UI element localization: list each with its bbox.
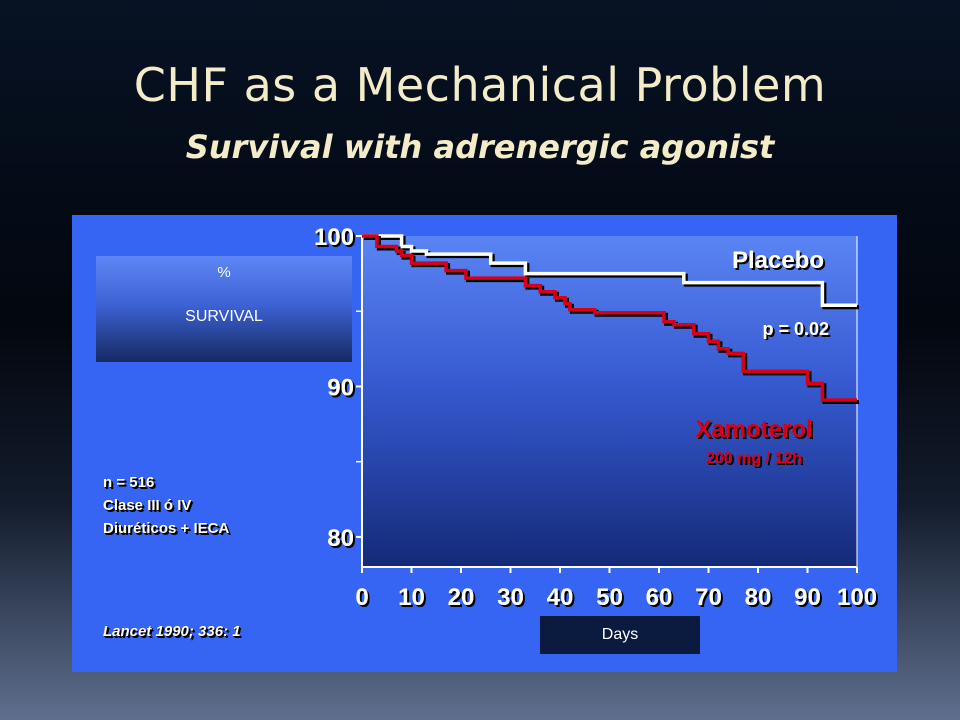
x-tick-label: 40 <box>547 584 574 611</box>
slide-title: CHF as a Mechanical Problem <box>133 58 827 112</box>
x-tick-label: 10 <box>398 584 425 611</box>
percent-symbol: % <box>217 264 231 281</box>
x-tick-label: 30 <box>497 584 524 611</box>
x-tick-label: 0 <box>355 584 368 611</box>
citation: Lancet 1990; 336: 1 <box>103 623 241 640</box>
x-tick-label: 80 <box>745 584 772 611</box>
x-axis-label: Days <box>601 626 639 643</box>
p-value-label: p = 0.02 <box>762 319 829 339</box>
note-class: Clase III ó IV <box>103 497 192 514</box>
y-tick-label: 90 <box>327 374 354 401</box>
plot-area <box>362 236 857 567</box>
series-shadow-placebo <box>364 236 859 310</box>
x-tick-label: 60 <box>646 584 673 611</box>
y-tick-label: 80 <box>327 525 354 552</box>
x-tick-label: 90 <box>794 584 821 611</box>
note-therapy: Diuréticos + IECA <box>103 520 230 537</box>
series-line-placebo <box>362 234 857 307</box>
placebo-label: Placebo <box>732 247 824 274</box>
note-n: n = 516 <box>103 474 155 491</box>
x-tick-label: 50 <box>596 584 623 611</box>
x-tick-label: 100 <box>837 584 877 611</box>
y-axis-label-box: % SURVIVAL <box>96 256 352 362</box>
y-axis-label: SURVIVAL <box>185 308 263 325</box>
slide-subtitle: Survival with adrenergic agonist <box>185 128 775 166</box>
study-notes: n = 516 Clase III ó IV Diuréticos + IECA <box>103 471 229 540</box>
y-tick-label: 100 <box>314 224 354 251</box>
series-line-xamoterol <box>362 234 857 402</box>
x-tick-label: 20 <box>448 584 475 611</box>
x-tick-label: 70 <box>695 584 722 611</box>
x-axis-label-box: Days <box>540 616 700 654</box>
xamoterol-label: Xamoterol <box>695 416 812 443</box>
xamoterol-dose-label: 200 mg / 12h <box>706 450 802 467</box>
